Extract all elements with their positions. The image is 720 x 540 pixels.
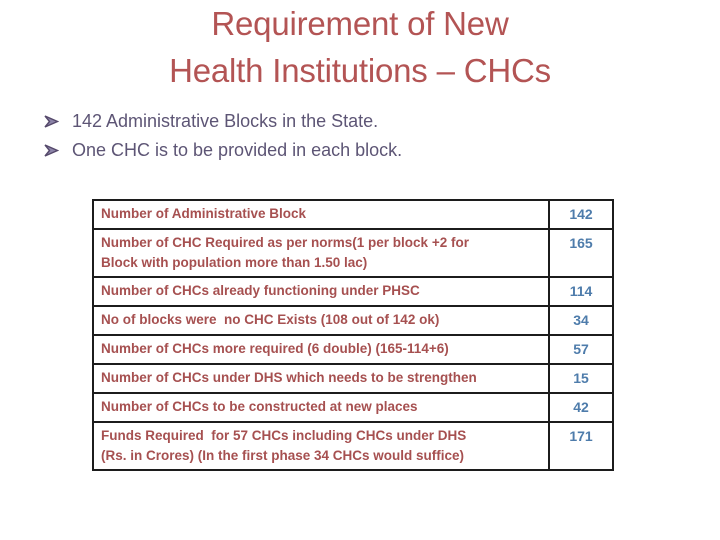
row-label: Number of CHCs under DHS which needs to … (92, 363, 550, 394)
row-label: Number of CHCs more required (6 double) … (92, 334, 550, 365)
table-row: Number of CHCs under DHS which needs to … (92, 363, 614, 394)
row-value: 15 (548, 363, 614, 394)
row-label: Number of Administrative Block (92, 199, 550, 230)
row-value: 114 (548, 276, 614, 307)
row-label: Number of CHCs to be constructed at new … (92, 392, 550, 423)
table-row: Number of CHCs more required (6 double) … (92, 334, 614, 365)
bullet-text: One CHC is to be provided in each block. (72, 140, 403, 160)
row-label: Number of CHC Required as per norms(1 pe… (92, 228, 550, 278)
table-row: Number of Administrative Block 142 (92, 199, 614, 230)
slide-title: Requirement of New Health Institutions –… (0, 0, 720, 94)
table-row: Number of CHC Required as per norms(1 pe… (92, 228, 614, 278)
requirements-table-container: Number of Administrative Block 142 Numbe… (92, 199, 614, 471)
arrowhead-bullet-icon (44, 115, 59, 128)
row-value: 57 (548, 334, 614, 365)
requirements-table: Number of Administrative Block 142 Numbe… (92, 199, 614, 471)
row-label: Funds Required for 57 CHCs including CHC… (92, 421, 550, 471)
row-value: 171 (548, 421, 614, 471)
bullet-item: 142 Administrative Blocks in the State. (44, 107, 664, 136)
table-row: Number of CHCs already functioning under… (92, 276, 614, 307)
table-row: Number of CHCs to be constructed at new … (92, 392, 614, 423)
table-row: Funds Required for 57 CHCs including CHC… (92, 421, 614, 471)
slide-title-line1: Requirement of New (211, 5, 509, 42)
row-value: 34 (548, 305, 614, 336)
row-value: 42 (548, 392, 614, 423)
row-value: 142 (548, 199, 614, 230)
bullet-list: 142 Administrative Blocks in the State. … (44, 107, 664, 165)
arrowhead-bullet-icon (44, 144, 59, 157)
bullet-text: 142 Administrative Blocks in the State. (72, 111, 379, 131)
row-label: Number of CHCs already functioning under… (92, 276, 550, 307)
bullet-item: One CHC is to be provided in each block. (44, 136, 664, 165)
row-label: No of blocks were no CHC Exists (108 out… (92, 305, 550, 336)
table-row: No of blocks were no CHC Exists (108 out… (92, 305, 614, 336)
slide-title-line2: Health Institutions – CHCs (169, 52, 551, 89)
row-value: 165 (548, 228, 614, 278)
